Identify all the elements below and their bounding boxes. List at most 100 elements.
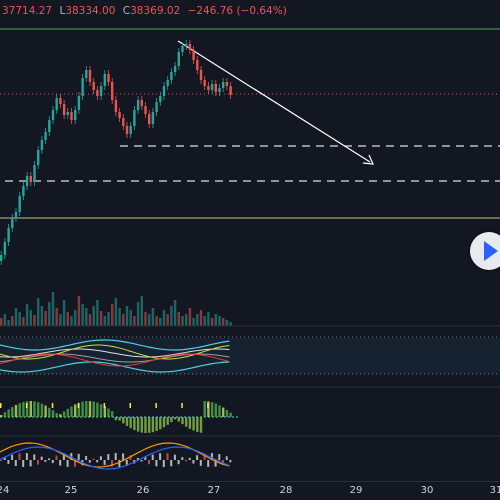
volume-bar xyxy=(81,304,84,326)
volume-bar xyxy=(155,316,158,326)
trend-line[interactable] xyxy=(177,40,371,163)
x-tick: 31 xyxy=(489,485,500,496)
squeeze-bar xyxy=(199,417,203,433)
candle-body xyxy=(103,74,106,86)
squeeze-dot xyxy=(129,403,131,408)
macd-bar xyxy=(162,460,165,467)
play-button[interactable] xyxy=(470,232,500,270)
macd-bar xyxy=(37,460,39,465)
squeeze-bar xyxy=(0,415,3,417)
macd-bar xyxy=(107,454,110,460)
volume-bar xyxy=(14,308,18,326)
macd-bar xyxy=(66,460,69,467)
squeeze-bar xyxy=(11,407,14,417)
squeeze-dot xyxy=(25,403,28,408)
candle-body xyxy=(118,112,121,118)
squeeze-dot xyxy=(77,403,80,408)
x-tick: 25 xyxy=(64,485,78,496)
macd-bar xyxy=(173,454,176,460)
squeeze-bar xyxy=(170,417,173,423)
squeeze-bar xyxy=(7,409,10,417)
squeeze-bar xyxy=(51,410,55,417)
candle-body xyxy=(33,165,36,182)
volume-bar xyxy=(185,314,188,326)
squeeze-dot xyxy=(155,403,157,408)
macd-bar xyxy=(88,460,91,463)
candle-body xyxy=(7,228,10,242)
candle-body xyxy=(114,100,118,112)
volume-bar xyxy=(148,314,151,326)
macd-bar xyxy=(225,456,228,460)
squeeze-bar xyxy=(188,417,192,429)
candle-body xyxy=(74,110,77,120)
candle-body xyxy=(218,88,221,92)
macd-bar xyxy=(196,455,199,460)
macd-bar xyxy=(199,460,202,466)
candle-body xyxy=(77,96,81,110)
candle-body xyxy=(18,196,21,212)
macd-bar xyxy=(29,460,32,467)
time-axis[interactable]: 24 25 26 27 28 29 30 31 xyxy=(0,481,500,500)
squeeze-bar xyxy=(192,417,195,431)
squeeze-bar xyxy=(140,417,143,433)
candle-body xyxy=(81,78,84,96)
macd-bar xyxy=(155,460,158,467)
candle-body xyxy=(148,114,151,124)
candle-body xyxy=(62,104,66,115)
squeeze-bar xyxy=(37,402,40,417)
volume-bar xyxy=(166,314,169,326)
candle-body xyxy=(88,70,92,82)
volume-bar xyxy=(92,306,95,326)
squeeze-bar xyxy=(162,417,166,428)
volume-bar xyxy=(18,312,21,326)
macd-bar xyxy=(55,455,58,460)
volume-bar xyxy=(3,314,7,326)
volume-bar xyxy=(51,292,55,326)
macd-bar xyxy=(192,460,195,464)
macd-bar xyxy=(0,460,2,461)
macd-bar xyxy=(14,460,17,467)
candle-body xyxy=(129,126,132,134)
open-value: 37714.27 xyxy=(2,5,53,17)
bands-indicator xyxy=(0,339,230,373)
volume-bar xyxy=(229,322,232,326)
volume-bar xyxy=(159,318,162,326)
macd-bar xyxy=(181,457,184,460)
volume-bar xyxy=(144,312,147,326)
volume-bar xyxy=(29,310,32,326)
squeeze-bar xyxy=(18,403,21,417)
candle-body xyxy=(96,90,99,96)
squeeze-bar xyxy=(25,401,29,417)
volume-bar xyxy=(151,308,155,326)
volume-bar xyxy=(37,298,40,326)
squeeze-bar xyxy=(218,405,221,417)
macd-bar xyxy=(129,455,132,460)
macd-bar xyxy=(125,460,128,466)
volume-bar xyxy=(96,300,99,326)
squeeze-bar xyxy=(81,401,84,417)
volume-bar xyxy=(181,316,184,326)
macd-bar xyxy=(103,460,106,465)
macd-bar xyxy=(114,453,117,460)
band-upper xyxy=(0,339,230,351)
candle-body xyxy=(222,82,225,88)
squeeze-bar xyxy=(74,404,77,417)
volume-bar xyxy=(70,316,73,326)
candle-body xyxy=(37,150,40,165)
volume-bar xyxy=(88,314,92,326)
macd-bar xyxy=(7,460,10,464)
candle-body xyxy=(166,80,169,86)
squeeze-dot xyxy=(181,403,183,408)
macd-bar xyxy=(170,460,173,467)
squeeze-bar xyxy=(185,417,188,427)
volume-bar xyxy=(210,318,214,326)
squeeze-bar xyxy=(181,417,184,425)
squeeze-bar xyxy=(33,401,36,417)
macd-bar xyxy=(77,453,80,460)
macd-bar xyxy=(207,460,210,467)
volume-bar xyxy=(111,304,114,326)
squeeze-bar xyxy=(203,401,206,417)
low-label: L xyxy=(59,5,66,17)
squeeze-bar xyxy=(77,402,81,417)
